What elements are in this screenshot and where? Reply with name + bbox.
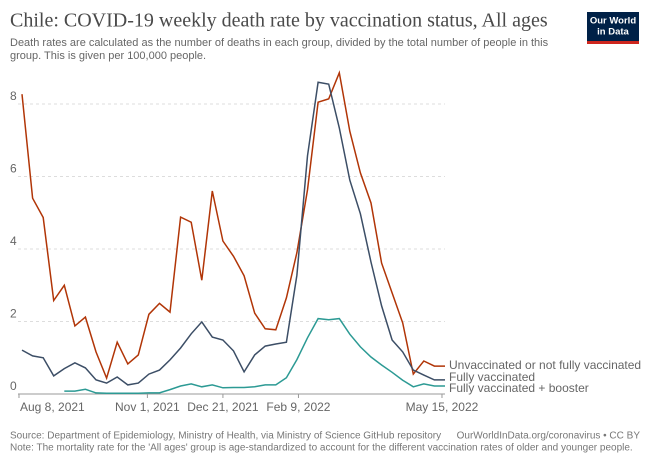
- logo[interactable]: Our World in Data: [587, 12, 639, 44]
- subtitle: Death rates are calculated as the number…: [10, 37, 549, 49]
- x-tick-label: May 15, 2022: [406, 400, 479, 414]
- logo-text: Our World: [590, 16, 636, 27]
- source: Source: Department of Epidemiology, Mini…: [10, 431, 441, 442]
- chart-title: Chile: COVID-19 weekly death rate by vac…: [10, 10, 548, 32]
- x-tick-label: Nov 1, 2021: [115, 400, 180, 414]
- logo-bar: [587, 41, 639, 44]
- x-tick-label: Feb 9, 2022: [266, 400, 330, 414]
- note: Note: The mortality rate for the 'All ag…: [10, 443, 633, 454]
- legend-label: Fully vaccinated: [449, 370, 535, 384]
- y-tick-label: 4: [10, 234, 17, 248]
- logo-box: [587, 12, 639, 44]
- series-line: [64, 317, 445, 395]
- url: OurWorldInData.org/coronavirus • CC BY: [457, 431, 641, 442]
- series-line: [21, 70, 445, 381]
- legend-label: Unvaccinated or not fully vaccinated: [449, 358, 641, 372]
- y-tick-label: 2: [10, 307, 17, 321]
- legend-label: Fully vaccinated + booster: [449, 381, 589, 395]
- logo-text: in Data: [597, 27, 629, 38]
- series-line: [21, 81, 445, 386]
- y-tick-label: 0: [10, 379, 17, 393]
- subtitle: group. This is given per 100,000 people.: [10, 50, 206, 62]
- x-tick-label: Dec 21, 2021: [187, 400, 259, 414]
- x-tick-label: Aug 8, 2021: [20, 400, 85, 414]
- y-tick-label: 6: [10, 162, 17, 176]
- y-tick-label: 8: [10, 89, 17, 103]
